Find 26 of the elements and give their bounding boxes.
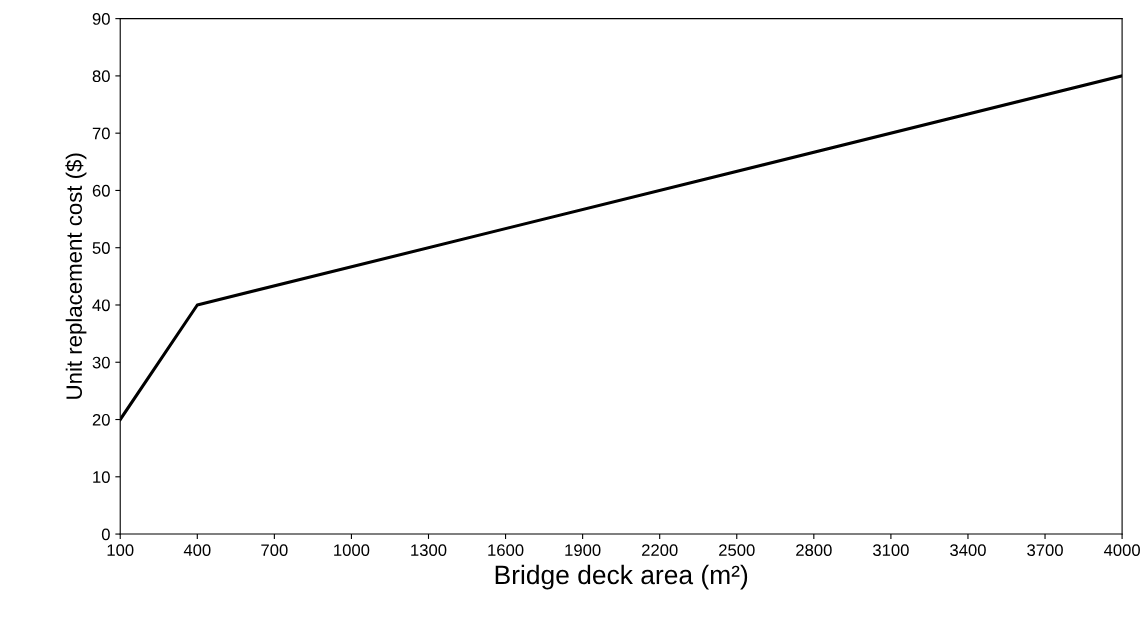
y-tick-label: 10 (93, 471, 110, 483)
y-tick-label: 70 (92, 127, 110, 140)
x-axis-title: Bridge deck area (m²) (495, 564, 748, 590)
y-tick-label: 90 (92, 13, 110, 25)
y-tick-label: 0 (101, 528, 110, 541)
x-tick-label: 4000 (1103, 544, 1140, 557)
x-tick-label: 700 (261, 544, 288, 557)
y-tick-label: 30 (92, 356, 110, 369)
x-tick-label: 400 (183, 544, 211, 557)
x-tick-label: 1000 (334, 544, 370, 557)
y-tick-label: 60 (92, 184, 110, 197)
x-tick-label: 2200 (642, 544, 678, 557)
x-tick-label: 2800 (796, 544, 832, 557)
y-tick-label: 80 (92, 70, 110, 83)
y-tick-label: 40 (92, 299, 110, 312)
x-tick-label: 1300 (411, 544, 447, 557)
y-tick-label: 20 (92, 413, 110, 426)
x-tick-label: 3400 (950, 544, 986, 557)
x-tick-label: 3100 (873, 544, 909, 557)
x-tick-label: 100 (107, 544, 134, 557)
y-tick-label: 50 (92, 242, 110, 254)
x-tick-label: 3700 (1027, 544, 1063, 557)
x-tick-label: 2500 (719, 544, 755, 557)
x-tick-label: 1600 (488, 544, 524, 557)
y-axis-title: Unit replacement cost ($) (65, 153, 87, 399)
x-tick-label: 1900 (565, 544, 601, 557)
